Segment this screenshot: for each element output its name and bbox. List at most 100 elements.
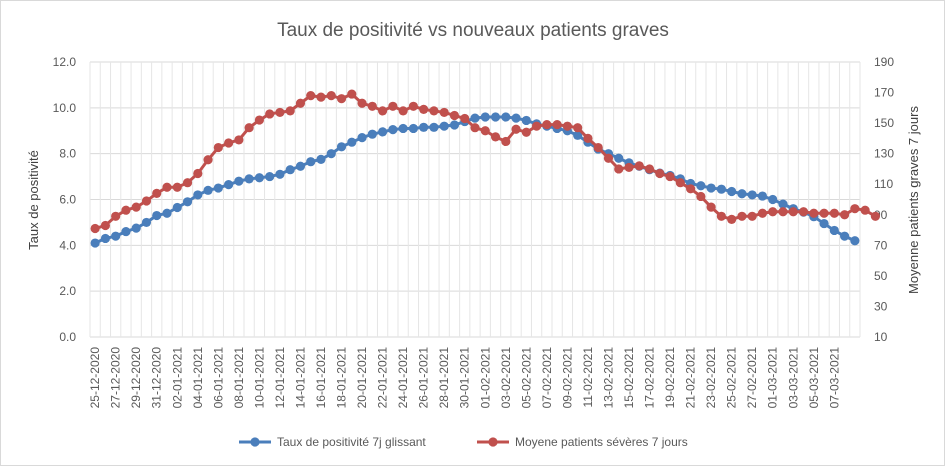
severe-patients-point [655, 168, 665, 179]
positivity-rate-point [182, 197, 193, 207]
severe-patients-point [285, 106, 295, 116]
severe-patients-point [552, 120, 562, 130]
x-tick-label: 07-02-2021 [540, 347, 554, 409]
y2-tick-label: 30 [874, 299, 888, 313]
y2-tick-label: 150 [874, 116, 894, 130]
y-tick-label: 2.0 [59, 284, 76, 298]
y-tick-label: 0.0 [59, 330, 76, 344]
severe-patients-point [829, 208, 839, 218]
severe-patients-point [727, 214, 737, 224]
x-tick-label: 16-01-2021 [314, 347, 328, 409]
severe-patients-point [870, 211, 881, 221]
severe-patients-point [788, 207, 798, 217]
legend: Taux de positivité 7j glissant Moyene pat… [239, 435, 688, 449]
x-tick-label: 03-02-2021 [499, 347, 513, 409]
y2-axis-label: Moyenne patients graves 7 jours [906, 106, 921, 294]
y-tick-label: 10.0 [53, 101, 77, 115]
x-tick-label: 13-02-2021 [601, 347, 615, 409]
severe-patients-point [490, 132, 501, 142]
severe-patients-point [182, 178, 193, 188]
severe-patients-point [295, 98, 306, 108]
positivity-rate-point [490, 112, 501, 122]
positivity-rate-point [501, 112, 511, 122]
severe-patients-point [624, 162, 634, 173]
severe-patients-point [819, 208, 829, 218]
x-tick-label: 17-02-2021 [643, 347, 657, 409]
severe-patients-point [686, 184, 696, 194]
gridlines [89, 61, 861, 338]
positivity-rate-point [306, 157, 316, 167]
positivity-rate-point [419, 122, 429, 132]
severe-patients-point [737, 211, 747, 221]
severe-patients-point [439, 107, 449, 118]
positivity-rate-point [511, 113, 521, 123]
positivity-rate-point [778, 199, 788, 209]
severe-patients-point [90, 223, 100, 234]
x-tick-label: 29-12-2020 [129, 347, 143, 409]
severe-patients-point [193, 168, 203, 179]
severe-patients-point [254, 115, 264, 125]
severe-patients-point [275, 107, 285, 118]
severe-patients-point [429, 106, 439, 116]
positivity-rate-point [480, 112, 490, 122]
data-series [90, 89, 881, 248]
severe-patients-point [224, 138, 234, 148]
positivity-rate-point [285, 165, 295, 175]
y2-tick-label: 130 [874, 147, 894, 161]
severe-patients-point [460, 113, 470, 124]
severe-patients-point [840, 210, 850, 220]
positivity-rate-point [347, 137, 357, 147]
x-tick-label: 27-12-2020 [109, 347, 123, 409]
positivity-rate-point [614, 153, 624, 163]
x-tick-label: 28-01-2021 [437, 347, 451, 409]
legend-marker [250, 437, 260, 447]
x-tick-label: 31-12-2020 [150, 347, 164, 409]
x-tick-label: 25-12-2020 [88, 347, 102, 409]
severe-patients-point [398, 106, 408, 116]
positivity-rate-point [716, 184, 727, 194]
severe-patients-point [336, 94, 347, 104]
severe-patients-point [234, 135, 244, 145]
legend-label: Taux de positivité 7j glissant [277, 435, 426, 449]
severe-patients-point [696, 191, 706, 202]
positivity-rate-point [295, 161, 306, 171]
severe-patients-point [757, 208, 768, 218]
x-tick-label: 12-01-2021 [273, 347, 287, 409]
positivity-rate-point [829, 225, 839, 236]
x-tick-label: 27-02-2021 [745, 347, 759, 409]
positivity-rate-point [850, 236, 860, 246]
y-tick-label: 12.0 [53, 55, 77, 69]
positivity-rate-point [696, 181, 706, 191]
positivity-rate-point [162, 208, 172, 218]
severe-patients-point [419, 104, 429, 114]
positivity-rate-point [336, 142, 347, 152]
severe-patients-point [152, 188, 162, 198]
positivity-rate-point [152, 210, 162, 221]
y2-tick-label: 50 [874, 269, 888, 283]
severe-patients-point [747, 211, 757, 221]
legend-label: Moyene patients sévères 7 jours [515, 435, 688, 449]
x-tick-label: 24-01-2021 [396, 347, 410, 409]
x-tick-label: 22-01-2021 [376, 347, 390, 409]
positivity-rate-point [203, 185, 213, 195]
positivity-rate-point [90, 238, 100, 248]
x-tick-label: 11-02-2021 [581, 347, 595, 408]
positivity-rate-point [357, 133, 367, 143]
y-tick-label: 6.0 [59, 193, 76, 207]
severe-patients-point [100, 220, 110, 231]
severe-patients-point [562, 121, 573, 131]
severe-patients-point [809, 208, 819, 218]
x-tick-label: 02-01-2021 [170, 347, 184, 409]
severe-patients-point [213, 142, 223, 153]
y2-tick-label: 190 [874, 55, 894, 69]
severe-patients-point [501, 136, 511, 147]
x-tick-label: 01-03-2021 [766, 347, 780, 409]
severe-patients-point [573, 123, 583, 133]
positivity-rate-point [131, 223, 141, 233]
severe-patients-point [675, 178, 685, 188]
severe-patients-point [798, 207, 809, 217]
severe-patients-point [306, 91, 316, 101]
severe-patients-point [768, 207, 778, 217]
x-tick-label: 10-01-2021 [252, 347, 266, 409]
